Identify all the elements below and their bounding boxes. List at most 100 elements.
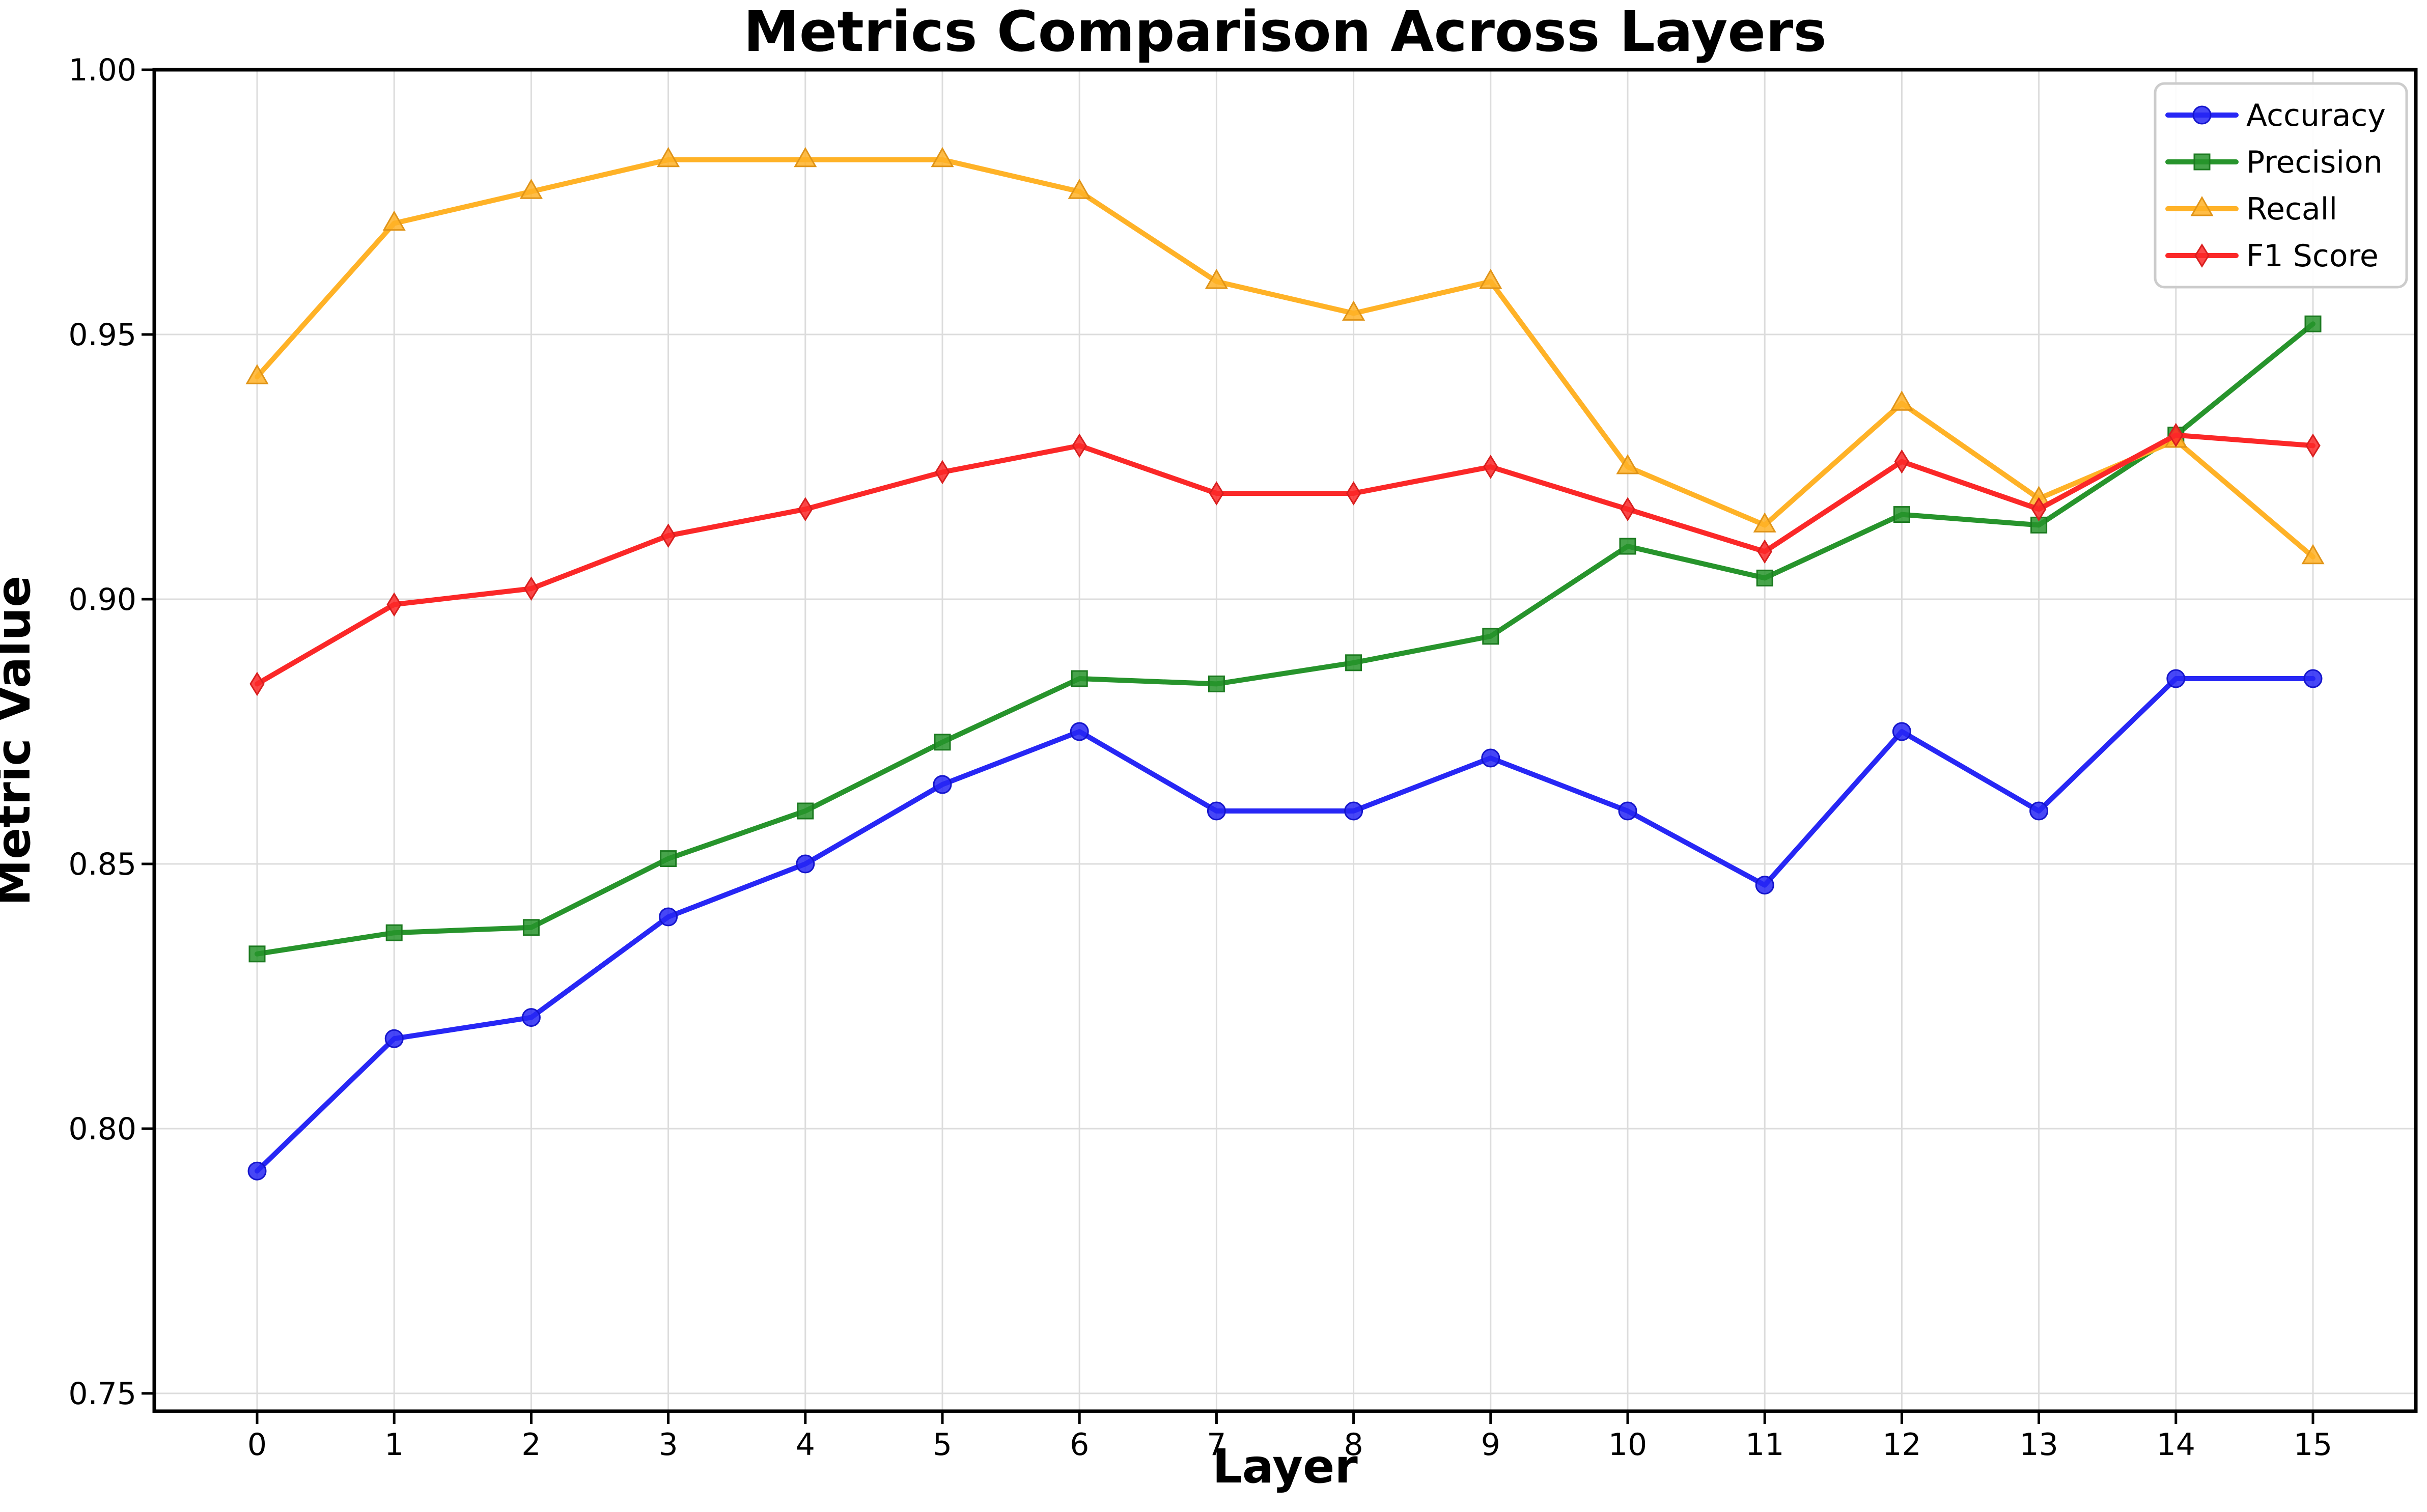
triangle-marker [2301,544,2325,565]
grid-lines [154,69,2416,1411]
x-axis-title: Layer [1212,1439,1358,1494]
series-line [255,157,2316,559]
series-line [255,676,2316,1174]
square-marker [385,924,403,941]
legend-square-icon [2193,153,2211,171]
x-tick-label: 15 [2294,1427,2332,1463]
diamond-marker [1483,455,1498,479]
x-tick-label: 13 [2019,1427,2058,1463]
x-tick-label: 6 [1070,1427,1089,1463]
x-tick-label: 4 [796,1427,815,1463]
tick-labels: 0.750.800.850.900.951.000 1 2 3 4 5 6 7 8 9 10 11 12… [68,52,2332,1463]
triangle-marker [1616,454,1639,474]
circle-marker [384,1029,404,1048]
legend-label: Precision [2246,145,2383,180]
x-tick-label: 3 [659,1427,678,1463]
diamond-marker [935,460,950,485]
square-marker [660,850,677,867]
legend: Accuracy Precision Recall F1 Score [2154,82,2408,289]
circle-marker [1207,801,1226,821]
data-series [245,147,2325,1181]
series-precision [248,315,2322,963]
x-tick-label: 2 [521,1427,541,1463]
series-f1-score [249,423,2321,696]
square-marker [1345,654,1362,671]
square-marker [522,919,540,936]
circle-marker [1892,722,1911,741]
y-axis-title: Metric Value [0,575,41,906]
square-marker [1071,670,1088,687]
diamond-marker [2031,497,2047,522]
series-line [255,432,2316,687]
diamond-marker [798,497,813,522]
diamond-marker [1894,449,1910,474]
square-marker [934,734,951,751]
y-tick-label: 0.85 [68,847,136,882]
legend-entry-f1-score: F1 Score [2165,238,2379,274]
legend-triangle-icon [2190,195,2214,216]
legend-label: Accuracy [2246,98,2386,133]
x-tick-label: 10 [1608,1427,1647,1463]
x-tick-label: 9 [1481,1427,1500,1463]
diamond-marker [2168,423,2184,447]
circle-marker [796,854,815,874]
legend-entry-precision: Precision [2165,145,2383,180]
triangle-marker [794,147,817,167]
circle-marker [2029,801,2049,821]
x-tick-label: 1 [384,1427,404,1463]
triangle-marker [245,364,269,384]
triangle-marker [1205,268,1228,289]
diamond-marker [1072,433,1087,458]
square-marker [797,802,814,820]
diamond-marker [386,592,402,617]
y-tick-label: 0.80 [68,1111,136,1147]
circle-marker [1755,876,1774,895]
circle-marker [1481,748,1500,768]
legend-box [2154,82,2408,289]
legend-label: Recall [2246,191,2337,227]
diamond-marker [523,576,539,601]
square-marker [1756,569,1773,586]
x-tick-label: 12 [1882,1427,1921,1463]
plot-frame [152,68,2418,1413]
triangle-marker [1479,268,1502,289]
legend-entry-accuracy: Accuracy [2165,98,2386,133]
diamond-marker [660,523,676,548]
triangle-marker [1068,179,1091,199]
y-tick-label: 0.75 [68,1376,136,1412]
x-tick-label: 7 [1207,1427,1226,1463]
x-tick-label: 14 [2157,1427,2195,1463]
x-tick-label: 5 [933,1427,952,1463]
tick-marks [142,68,2314,1424]
triangle-marker [931,147,954,167]
square-marker [1893,506,1910,523]
triangle-marker [657,147,680,167]
circle-marker [1070,722,1089,741]
triangle-marker [519,179,543,199]
circle-marker [2166,669,2186,688]
square-marker [1619,538,1636,555]
diamond-marker [1620,497,1635,522]
circle-marker [1344,801,1363,821]
y-tick-label: 0.95 [68,317,136,353]
x-tick-label: 11 [1745,1427,1784,1463]
series-accuracy [247,669,2323,1181]
x-tick-label: 0 [247,1427,267,1463]
triangle-marker [1342,300,1365,321]
square-marker [1482,628,1499,645]
circle-marker [659,907,678,927]
circle-marker [2303,669,2323,688]
circle-marker [933,775,952,794]
triangle-marker [382,210,406,231]
diamond-marker [1209,481,1224,506]
square-marker [1208,675,1225,692]
legend-circle-icon [2192,105,2212,125]
series-line [255,321,2316,957]
legend-label: F1 Score [2246,238,2379,274]
triangle-marker [1753,512,1776,533]
chart-title: Metrics Comparison Across Layers [743,0,1826,64]
circle-marker [521,1008,541,1027]
axes-spines [152,68,2418,1413]
